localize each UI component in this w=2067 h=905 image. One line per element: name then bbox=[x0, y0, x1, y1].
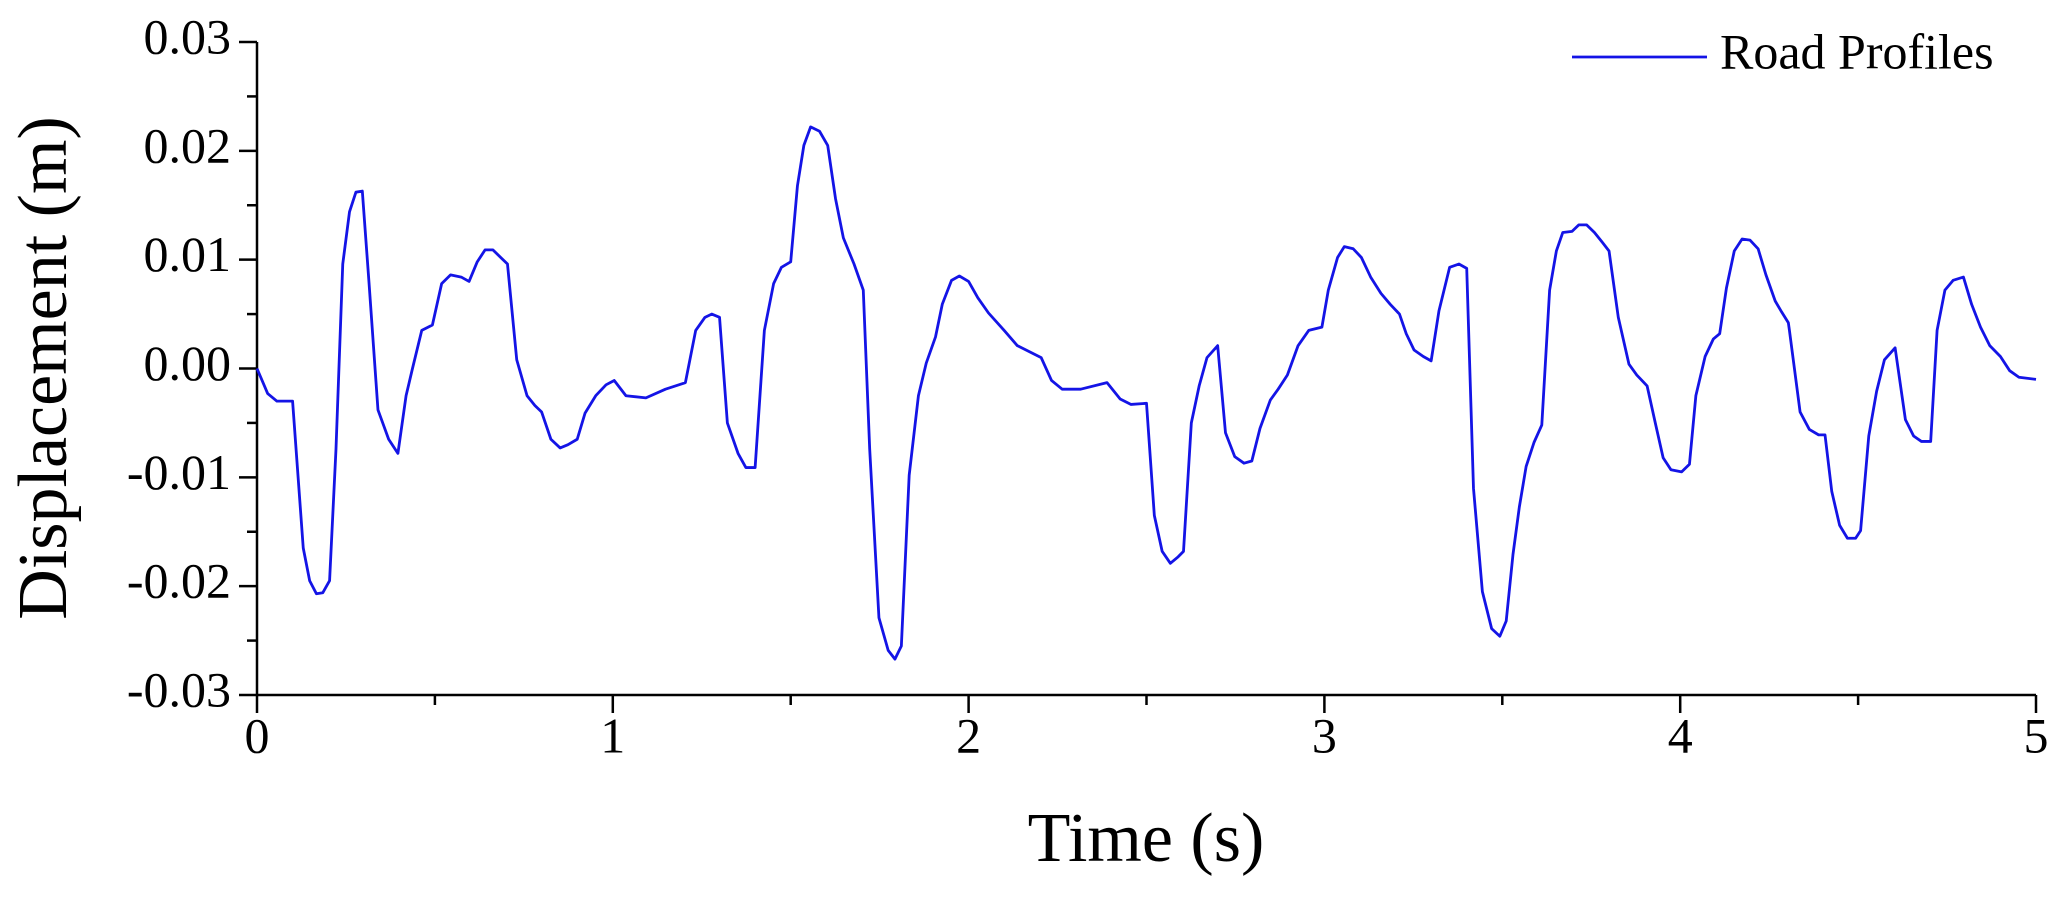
y-axis-title: Displacement (m) bbox=[5, 116, 82, 619]
x-tick-label: 0 bbox=[245, 707, 270, 763]
y-tick-label: 0.01 bbox=[144, 226, 232, 282]
x-tick-label: 4 bbox=[1668, 707, 1693, 763]
y-tick-label: -0.03 bbox=[127, 661, 231, 717]
y-tick-label: -0.01 bbox=[127, 444, 231, 500]
y-tick-label: 0.02 bbox=[144, 117, 232, 173]
data-line bbox=[255, 125, 2037, 661]
x-tick-label: 5 bbox=[2024, 707, 2049, 763]
legend-label: Road Profiles bbox=[1720, 23, 1994, 79]
y-tick-label: 0.03 bbox=[144, 8, 232, 64]
x-tick-label: 1 bbox=[600, 707, 625, 763]
x-tick-label: 2 bbox=[956, 707, 981, 763]
x-axis-title: Time (s) bbox=[1028, 800, 1265, 877]
y-tick-label: 0.00 bbox=[144, 335, 232, 391]
x-tick-label: 3 bbox=[1312, 707, 1337, 763]
y-tick-label: -0.02 bbox=[127, 553, 231, 609]
